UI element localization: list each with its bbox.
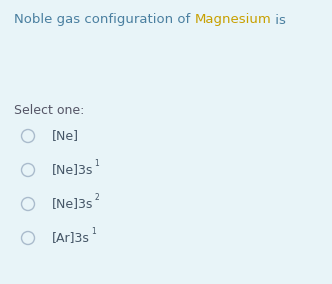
Text: 2: 2 bbox=[94, 193, 99, 202]
Text: [Ne]3s: [Ne]3s bbox=[52, 164, 93, 176]
Text: 1: 1 bbox=[94, 160, 99, 168]
Text: is: is bbox=[271, 14, 286, 26]
Text: Magnesium: Magnesium bbox=[195, 14, 271, 26]
Text: Noble gas configuration of: Noble gas configuration of bbox=[14, 14, 195, 26]
Text: 1: 1 bbox=[91, 227, 96, 237]
Text: Select one:: Select one: bbox=[14, 103, 84, 116]
Text: [Ne]3s: [Ne]3s bbox=[52, 197, 93, 210]
Text: [Ar]3s: [Ar]3s bbox=[52, 231, 90, 245]
Text: [Ne]: [Ne] bbox=[52, 130, 79, 143]
